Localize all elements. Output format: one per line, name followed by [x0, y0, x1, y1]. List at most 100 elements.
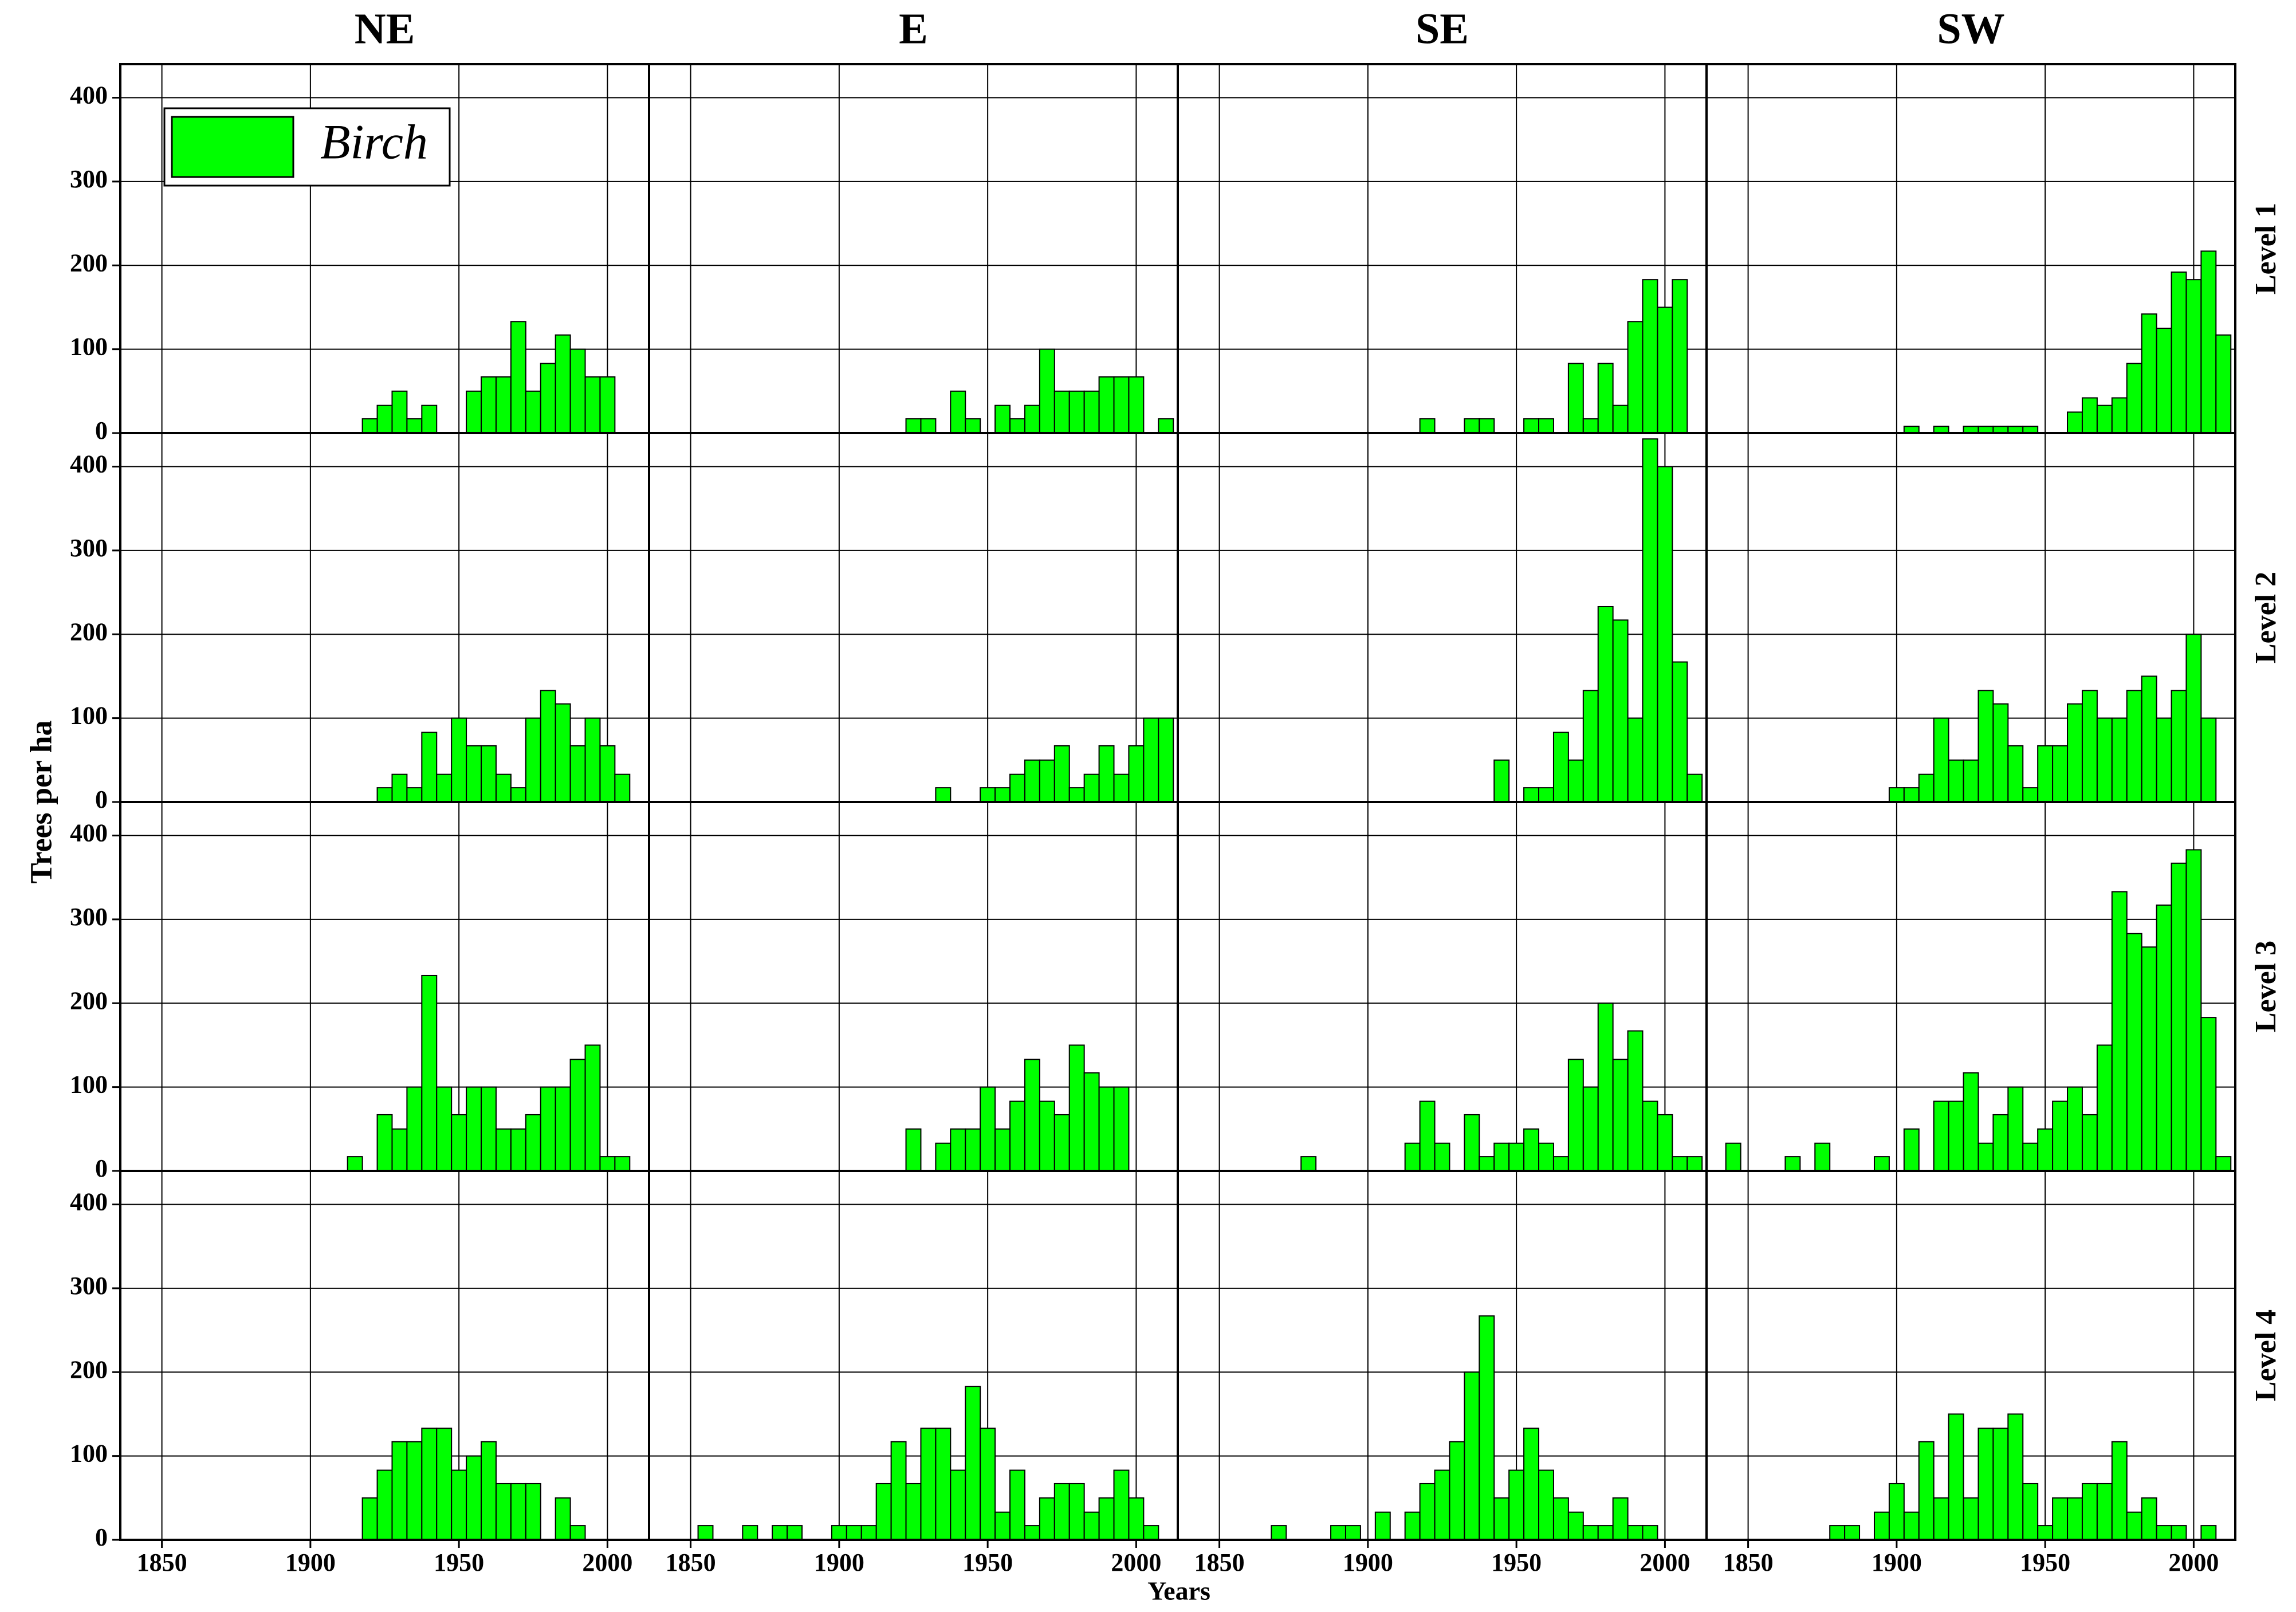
- y-tick-label: 200: [70, 618, 108, 646]
- bar: [2037, 1128, 2054, 1171]
- bar: [347, 1156, 363, 1171]
- bar: [1538, 1142, 1554, 1171]
- bar: [1627, 321, 1644, 433]
- bar: [2156, 328, 2172, 433]
- bar: [2200, 1017, 2217, 1171]
- bar: [2156, 905, 2172, 1171]
- y-tick-label: 400: [70, 819, 108, 847]
- x-tick-label: 2000: [2168, 1548, 2219, 1576]
- bar: [2141, 946, 2157, 1171]
- bar: [831, 1525, 847, 1540]
- x-tick-label: 1850: [1194, 1548, 1245, 1576]
- panel: [120, 433, 649, 802]
- bar: [525, 1483, 541, 1540]
- y-tick-label: 0: [95, 416, 108, 445]
- y-tick-label: 400: [70, 1188, 108, 1216]
- bar: [1128, 376, 1145, 433]
- bar: [555, 703, 571, 802]
- panel: [120, 64, 649, 433]
- bar: [2126, 933, 2142, 1171]
- bar: [466, 745, 482, 802]
- bar: [1992, 703, 2009, 802]
- bar: [391, 773, 408, 802]
- bar: [787, 1525, 803, 1540]
- bar: [772, 1525, 788, 1540]
- bar: [1552, 1156, 1569, 1171]
- panel: [1707, 802, 2235, 1171]
- bar: [1597, 363, 1614, 433]
- bar: [525, 1114, 541, 1171]
- bar: [2111, 891, 2128, 1171]
- bar: [495, 773, 512, 802]
- bar: [950, 1469, 966, 1540]
- bar: [1508, 1142, 1525, 1171]
- bar: [391, 1128, 408, 1171]
- bar: [525, 390, 541, 433]
- bar: [2067, 703, 2083, 802]
- bar: [1642, 1100, 1658, 1171]
- bar: [584, 376, 601, 433]
- bar: [2171, 1525, 2187, 1540]
- bar: [599, 1156, 616, 1171]
- x-tick-label: 1900: [1872, 1548, 1922, 1576]
- panel: [1178, 433, 1707, 802]
- bar: [1963, 759, 1979, 802]
- bar: [1672, 661, 1688, 802]
- bar: [2007, 1086, 2024, 1171]
- bar: [1098, 1497, 1115, 1540]
- bar: [1479, 1315, 1495, 1540]
- bar: [1523, 1428, 1540, 1540]
- bar: [614, 773, 631, 802]
- bar: [965, 1128, 981, 1171]
- bar: [1419, 1483, 1436, 1540]
- y-tick-label: 300: [70, 534, 108, 562]
- bar: [1113, 376, 1130, 433]
- bar: [2067, 1086, 2083, 1171]
- bar: [1686, 773, 1703, 802]
- bar: [2067, 1497, 2083, 1540]
- bar: [1083, 1072, 1100, 1171]
- y-tick-label: 100: [70, 1440, 108, 1468]
- bar: [1128, 745, 1145, 802]
- x-tick-label: 1900: [814, 1548, 864, 1576]
- bar: [1642, 1525, 1658, 1540]
- y-tick-label: 200: [70, 986, 108, 1015]
- bar: [1374, 1511, 1391, 1540]
- bar: [2126, 363, 2142, 433]
- bar: [935, 787, 952, 802]
- row-label: Level 3: [2250, 941, 2282, 1032]
- bar: [1143, 1525, 1159, 1540]
- column-title: E: [899, 5, 928, 53]
- y-tick-label: 100: [70, 702, 108, 730]
- panel: [1707, 433, 2235, 802]
- bar: [406, 1086, 423, 1171]
- x-axis-label: Years: [1147, 1576, 1210, 1606]
- bar: [1158, 717, 1174, 802]
- bar: [481, 1441, 497, 1540]
- bar: [1784, 1156, 1801, 1171]
- bar: [2111, 717, 2128, 802]
- bar: [1083, 773, 1100, 802]
- bar: [1344, 1525, 1361, 1540]
- column-title: NE: [355, 5, 415, 53]
- panel: [649, 802, 1178, 1171]
- bar: [2185, 634, 2202, 802]
- bar: [1024, 759, 1040, 802]
- bar: [2215, 1156, 2232, 1171]
- bar: [1434, 1469, 1450, 1540]
- bar: [2200, 717, 2217, 802]
- bar: [742, 1525, 758, 1540]
- bar: [2141, 313, 2157, 433]
- row-label: Level 4: [2250, 1310, 2282, 1401]
- bar: [1657, 1114, 1673, 1171]
- bar: [1992, 1428, 2009, 1540]
- bar: [1963, 1072, 1979, 1171]
- bar: [1113, 773, 1130, 802]
- bar: [1582, 1525, 1599, 1540]
- bar: [1009, 773, 1025, 802]
- bar: [2037, 745, 2054, 802]
- bar: [1158, 418, 1174, 433]
- bar: [1419, 1100, 1436, 1171]
- bar: [421, 404, 438, 433]
- bar: [2171, 690, 2187, 802]
